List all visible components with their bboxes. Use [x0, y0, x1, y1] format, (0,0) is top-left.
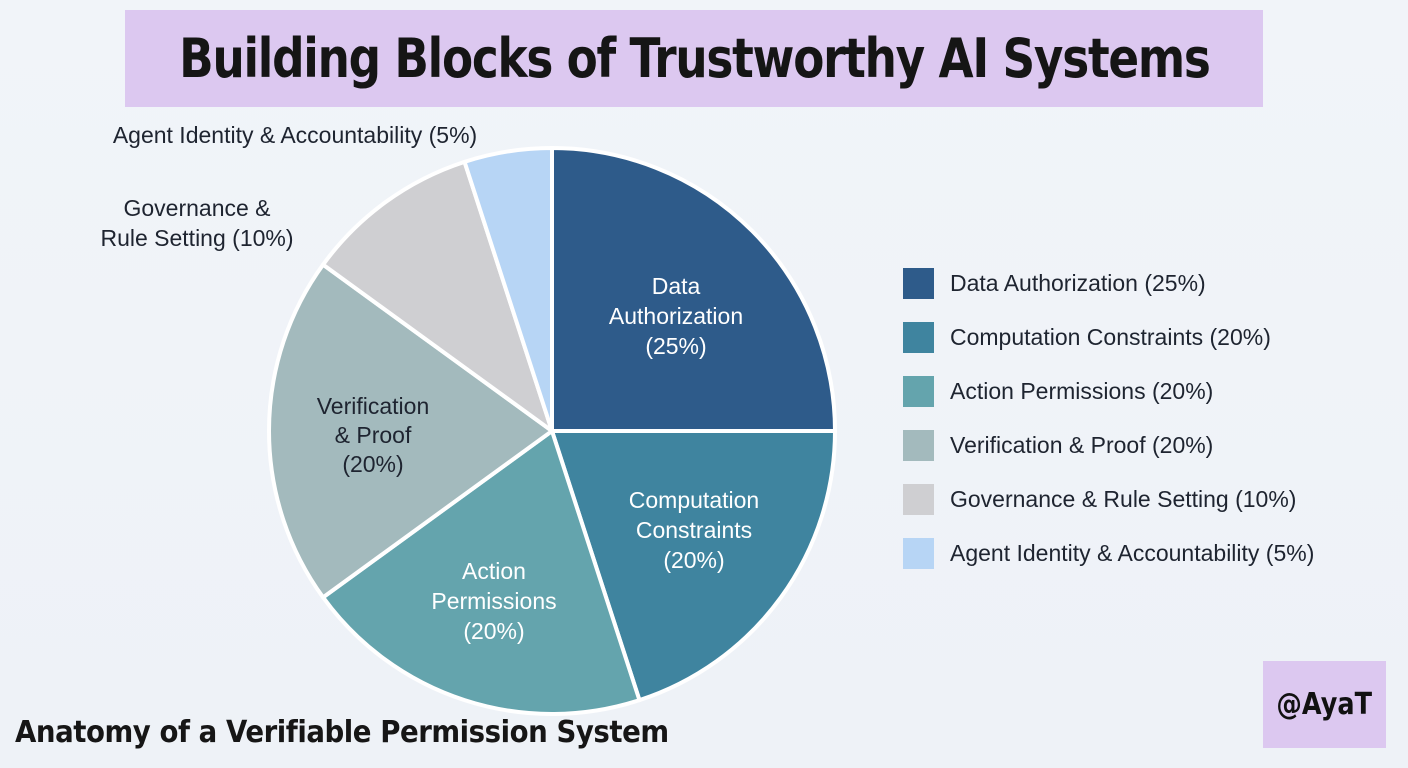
legend-item: Action Permissions (20%)	[903, 364, 1314, 418]
slice-label-line: Governance &	[123, 195, 270, 221]
legend-label: Data Authorization (25%)	[950, 269, 1206, 296]
chart-legend: Data Authorization (25%) Computation Cons…	[903, 256, 1314, 580]
legend-item: Computation Constraints (20%)	[903, 310, 1314, 364]
watermark-text: @AyaT	[1276, 687, 1373, 722]
slice-label-line: Authorization	[609, 303, 743, 329]
slice-label-line: Action	[462, 558, 526, 584]
pie-slice-action-permissions	[321, 429, 642, 716]
pie-slice-agent-identity-accountability	[462, 146, 554, 433]
slice-label-line: Rule Setting (10%)	[100, 225, 293, 251]
slice-label-line: Permissions	[431, 588, 556, 614]
legend-item: Agent Identity & Accountability (5%)	[903, 526, 1314, 580]
slice-label-verification-proof: Verification & Proof (20%)	[317, 393, 430, 477]
slice-label-line: Computation	[629, 487, 759, 513]
slice-label-line: (25%)	[645, 333, 706, 359]
slice-label-line: Agent Identity & Accountability (5%)	[113, 122, 477, 148]
legend-label: Action Permissions (20%)	[950, 377, 1214, 404]
pie-slice-computation-constraints	[550, 429, 837, 703]
slice-label-line: (20%)	[663, 547, 724, 573]
watermark-badge: @AyaT	[1263, 661, 1386, 748]
legend-label: Computation Constraints (20%)	[950, 323, 1271, 350]
slice-label-data-authorization: Data Authorization (25%)	[609, 273, 743, 359]
legend-swatch	[903, 537, 934, 569]
legend-item: Governance & Rule Setting (10%)	[903, 472, 1314, 526]
legend-item: Verification & Proof (20%)	[903, 418, 1314, 472]
legend-label: Verification & Proof (20%)	[950, 431, 1214, 458]
legend-item: Data Authorization (25%)	[903, 256, 1314, 310]
chart-subtitle: Anatomy of a Verifiable Permission Syste…	[15, 715, 669, 750]
slice-label-line: Constraints	[636, 517, 752, 543]
legend-label: Agent Identity & Accountability (5%)	[950, 539, 1315, 566]
slice-label-agent-identity-accountability: Agent Identity & Accountability (5%)	[113, 122, 477, 148]
title-banner: Building Blocks of Trustworthy AI System…	[125, 10, 1263, 107]
legend-label: Governance & Rule Setting (10%)	[950, 485, 1297, 512]
legend-swatch	[903, 483, 934, 515]
slice-label-action-permissions: Action Permissions (20%)	[431, 558, 556, 644]
slice-label-line: (20%)	[342, 451, 403, 477]
legend-swatch	[903, 375, 934, 407]
slice-label-line: Data	[652, 273, 701, 299]
slice-label-governance-rule-setting: Governance & Rule Setting (10%)	[100, 195, 293, 251]
pie-slice-data-authorization	[550, 146, 837, 433]
chart-title: Building Blocks of Trustworthy AI System…	[178, 27, 1211, 90]
slice-label-line: & Proof	[335, 422, 412, 448]
pie-slice-verification-proof	[267, 262, 554, 600]
legend-swatch	[903, 267, 934, 299]
slice-label-computation-constraints: Computation Constraints (20%)	[629, 487, 759, 573]
pie-slice-governance-rule-setting	[321, 159, 554, 433]
slice-label-line: Verification	[317, 393, 430, 419]
legend-swatch	[903, 321, 934, 353]
slice-label-line: (20%)	[463, 618, 524, 644]
legend-swatch	[903, 429, 934, 461]
